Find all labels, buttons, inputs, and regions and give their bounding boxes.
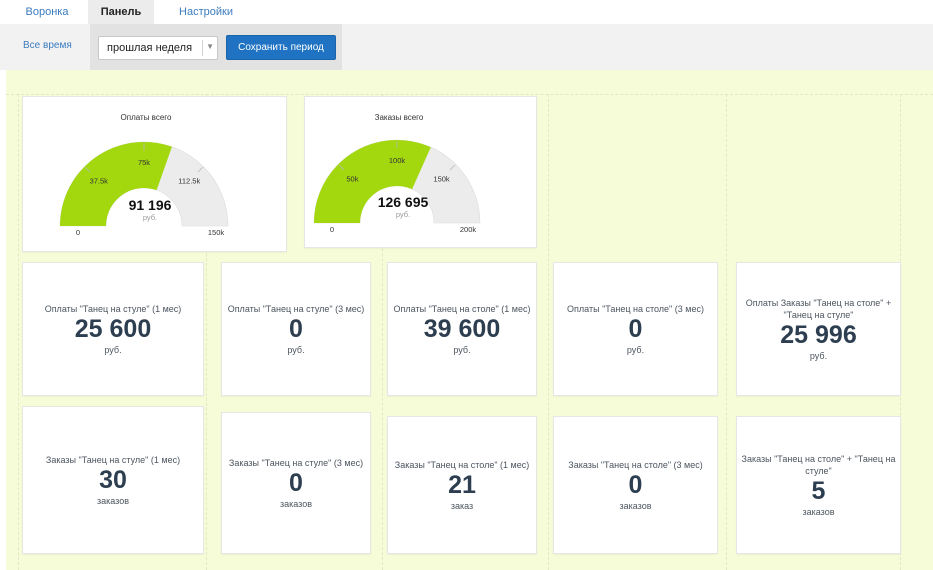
tab-panel[interactable]: Панель xyxy=(88,0,154,24)
period-filter-bar: Все время прошлая неделя ▼ Сохранить пер… xyxy=(0,24,933,70)
gauge-payments-total: Оплаты всего 0 37.5k 75k 112.5k 150k 91 196руб… xyxy=(59,113,229,237)
gauge-tick xyxy=(449,164,456,171)
gauge-fill-arc xyxy=(60,141,172,226)
stat-unit: заказов xyxy=(619,500,652,511)
save-period-button[interactable]: Сохранить период xyxy=(226,35,336,60)
grid-guide xyxy=(548,94,549,570)
grid-guide xyxy=(206,94,207,570)
stat-value: 21 xyxy=(448,470,476,499)
period-select[interactable]: прошлая неделя ▼ xyxy=(98,36,218,60)
stat-title: Заказы "Танец на стуле" (1 мес) xyxy=(45,454,181,465)
dashboard-grid: Оплаты всего 0 37.5k 75k 112.5k 150k 91 196 руб… xyxy=(6,70,933,570)
stat-card-payment[interactable]: Оплаты "Танец на столе" (1 мес) 39 600 р… xyxy=(387,262,537,396)
stat-title: Заказы "Танец на столе" + "Танец на стул… xyxy=(741,453,896,476)
stat-title: Оплаты "Танец на столе" (3 мес) xyxy=(567,303,704,314)
tab-settings[interactable]: Настройки xyxy=(179,6,233,18)
gauge-fill-arc xyxy=(314,140,431,223)
gauge-value: 91 196 xyxy=(129,197,172,213)
gauge-title: Заказы всего xyxy=(375,113,424,122)
stat-unit: заказ xyxy=(450,500,474,511)
stat-card-order[interactable]: Заказы "Танец на столе" + "Танец на стул… xyxy=(736,416,901,554)
stat-card-order[interactable]: Заказы "Танец на столе" (1 мес) 21 заказ xyxy=(387,416,537,554)
gauge-card-payments-total[interactable]: Оплаты всего 0 37.5k 75k 112.5k 150k 91 196 руб… xyxy=(22,96,287,252)
stat-title: Оплаты "Танец на столе" (1 мес) xyxy=(393,303,531,314)
gauge-tick-label: 100k xyxy=(389,156,406,165)
gauge-tick-label: 50k xyxy=(346,174,358,183)
gauge-end-label: 0 xyxy=(330,225,334,234)
stat-title: Заказы "Танец на столе" (3 мес) xyxy=(568,459,703,470)
gauge-tick xyxy=(338,164,345,171)
stat-card-payment[interactable]: Оплаты "Танец на стуле" (3 мес) 0 руб. xyxy=(221,262,371,396)
gauge-end-label: 200k xyxy=(460,225,477,234)
stat-value: 25 600 xyxy=(74,314,152,343)
stat-card-payment[interactable]: Оплаты Заказы "Танец на столе" + "Танец … xyxy=(736,262,901,396)
grid-guide xyxy=(726,94,727,570)
all-time-link[interactable]: Все время xyxy=(23,40,72,51)
grid-guide xyxy=(382,94,383,570)
stat-value: 25 996 xyxy=(780,320,857,349)
gauge-title: Оплаты всего xyxy=(121,113,172,122)
stat-title: Оплаты "Танец на стуле" (3 мес) xyxy=(227,303,365,314)
stat-value: 30 xyxy=(99,465,127,494)
stat-value: 0 xyxy=(628,470,643,499)
stat-unit: руб. xyxy=(104,344,122,355)
gauge-tick-label: 75k xyxy=(138,158,150,167)
gauge-tick xyxy=(85,167,91,173)
gauge-unit: руб. xyxy=(143,213,157,222)
stat-value: 0 xyxy=(289,314,303,343)
stat-unit: заказов xyxy=(280,498,312,509)
select-divider xyxy=(202,40,203,56)
stat-unit: руб. xyxy=(809,350,828,361)
tab-funnel[interactable]: Воронка xyxy=(25,6,69,18)
stat-card-payment[interactable]: Оплаты "Танец на стуле" (1 мес) 25 600 р… xyxy=(22,262,204,396)
gauge-card-orders-total[interactable]: Заказы всего 0 50k 100k 150k 200k 126 695 руб. xyxy=(304,96,537,248)
gauge-tick xyxy=(197,167,203,173)
stat-card-payment[interactable]: Оплаты "Танец на столе" (3 мес) 0 руб. xyxy=(553,262,718,396)
stat-value: 0 xyxy=(628,314,643,343)
tab-bar: Воронка Панель Настройки xyxy=(0,0,933,24)
grid-guide xyxy=(6,94,933,95)
stat-title: Оплаты Заказы "Танец на столе" + "Танец … xyxy=(745,297,892,320)
stat-unit: руб. xyxy=(626,344,645,355)
gauge-unit: руб. xyxy=(396,210,410,219)
stat-title: Оплаты "Танец на стуле" (1 мес) xyxy=(44,303,182,314)
gauge-tick-label: 150k xyxy=(433,174,450,183)
stat-card-order[interactable]: Заказы "Танец на стуле" (1 мес) 30 заказ… xyxy=(22,406,204,554)
stat-unit: руб. xyxy=(453,344,471,355)
stat-value: 5 xyxy=(811,476,826,505)
stat-card-order[interactable]: Заказы "Танец на стуле" (3 мес) 0 заказо… xyxy=(221,412,371,554)
gauge-value: 126 695 xyxy=(378,194,429,210)
stat-unit: руб. xyxy=(287,344,305,355)
stat-card-order[interactable]: Заказы "Танец на столе" (3 мес) 0 заказо… xyxy=(553,416,718,554)
stat-title: Заказы "Танец на стуле" (3 мес) xyxy=(228,457,364,468)
stat-unit: заказов xyxy=(97,495,129,506)
stat-value: 39 600 xyxy=(423,314,501,343)
stat-unit: заказов xyxy=(802,506,835,517)
gauge-end-label: 150k xyxy=(208,228,225,237)
gauge-end-label: 0 xyxy=(76,228,80,237)
period-selector-group: прошлая неделя ▼ Сохранить период xyxy=(90,24,342,70)
gauge-tick-label: 112.5k xyxy=(178,177,200,186)
chevron-down-icon: ▼ xyxy=(206,42,214,51)
grid-guide xyxy=(18,94,19,570)
stat-title: Заказы "Танец на столе" (1 мес) xyxy=(394,459,530,470)
gauge-tick-label: 37.5k xyxy=(90,177,109,186)
stat-value: 0 xyxy=(289,468,303,497)
period-select-value: прошлая неделя xyxy=(107,42,193,54)
